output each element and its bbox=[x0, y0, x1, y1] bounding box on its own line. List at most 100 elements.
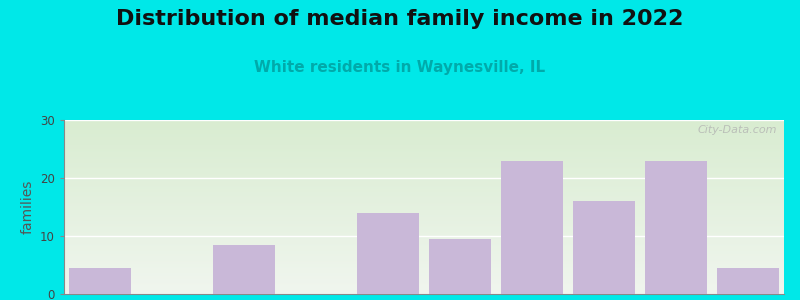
Bar bbox=[64, 136, 784, 137]
Bar bbox=[64, 167, 784, 168]
Bar bbox=[64, 229, 784, 230]
Bar bbox=[64, 180, 784, 181]
Bar bbox=[64, 191, 784, 192]
Bar bbox=[64, 171, 784, 172]
Bar bbox=[64, 208, 784, 209]
Bar bbox=[64, 194, 784, 195]
Bar bbox=[64, 250, 784, 251]
Bar bbox=[64, 255, 784, 256]
Bar bbox=[64, 245, 784, 246]
Bar bbox=[64, 160, 784, 161]
Bar bbox=[64, 158, 784, 159]
Bar bbox=[64, 147, 784, 148]
Bar bbox=[64, 163, 784, 164]
Bar bbox=[64, 179, 784, 180]
Bar bbox=[64, 239, 784, 240]
Bar bbox=[574, 201, 634, 294]
Bar bbox=[64, 219, 784, 220]
Bar bbox=[64, 148, 784, 149]
Bar bbox=[64, 129, 784, 130]
Bar bbox=[64, 135, 784, 136]
Bar bbox=[64, 123, 784, 124]
Bar bbox=[64, 263, 784, 264]
Bar bbox=[64, 289, 784, 290]
Bar bbox=[64, 190, 784, 191]
Bar bbox=[64, 280, 784, 281]
Bar bbox=[64, 146, 784, 147]
Bar bbox=[64, 177, 784, 178]
Bar bbox=[64, 222, 784, 223]
Bar bbox=[64, 159, 784, 160]
Bar bbox=[64, 257, 784, 258]
Text: City-Data.com: City-Data.com bbox=[698, 125, 777, 135]
Bar bbox=[64, 269, 784, 270]
Bar bbox=[64, 286, 784, 287]
Bar bbox=[64, 166, 784, 167]
Bar bbox=[64, 175, 784, 176]
Bar bbox=[64, 150, 784, 151]
Bar bbox=[64, 211, 784, 212]
Bar bbox=[64, 214, 784, 215]
Bar bbox=[64, 151, 784, 152]
Bar bbox=[64, 279, 784, 280]
Bar bbox=[64, 130, 784, 131]
Bar bbox=[64, 155, 784, 156]
Text: White residents in Waynesville, IL: White residents in Waynesville, IL bbox=[254, 60, 546, 75]
Bar bbox=[64, 127, 784, 128]
Bar bbox=[64, 232, 784, 233]
Bar bbox=[64, 201, 784, 202]
Bar bbox=[64, 243, 784, 244]
Bar bbox=[64, 120, 784, 121]
Bar bbox=[64, 287, 784, 288]
Bar bbox=[64, 121, 784, 122]
Bar bbox=[64, 161, 784, 162]
Bar bbox=[64, 281, 784, 282]
Bar bbox=[64, 202, 784, 203]
Bar bbox=[64, 224, 784, 225]
Bar bbox=[64, 290, 784, 291]
Bar bbox=[64, 200, 784, 201]
Bar bbox=[64, 195, 784, 196]
Bar bbox=[64, 193, 784, 194]
Bar bbox=[64, 139, 784, 140]
Bar bbox=[64, 235, 784, 236]
Bar bbox=[64, 228, 784, 229]
Bar bbox=[64, 209, 784, 210]
Bar bbox=[64, 128, 784, 129]
Bar bbox=[64, 241, 784, 242]
Bar bbox=[646, 160, 706, 294]
Bar bbox=[64, 187, 784, 188]
Bar bbox=[64, 154, 784, 155]
Bar bbox=[64, 142, 784, 143]
Bar bbox=[64, 192, 784, 193]
Bar bbox=[64, 153, 784, 154]
Bar bbox=[64, 261, 784, 262]
Bar bbox=[64, 274, 784, 275]
Bar bbox=[64, 203, 784, 204]
Bar bbox=[430, 239, 490, 294]
Bar bbox=[64, 176, 784, 177]
Bar bbox=[64, 169, 784, 170]
Bar bbox=[64, 143, 784, 144]
Bar bbox=[64, 291, 784, 292]
Bar bbox=[64, 251, 784, 252]
Bar bbox=[64, 276, 784, 277]
Bar bbox=[64, 145, 784, 146]
Bar bbox=[64, 198, 784, 199]
Bar bbox=[64, 218, 784, 219]
Bar bbox=[64, 133, 784, 134]
Bar bbox=[64, 152, 784, 153]
Bar bbox=[64, 131, 784, 132]
Bar bbox=[64, 288, 784, 289]
Bar bbox=[64, 181, 784, 182]
Bar bbox=[64, 186, 784, 187]
Bar bbox=[64, 230, 784, 231]
Bar bbox=[64, 264, 784, 265]
Bar bbox=[64, 164, 784, 165]
Bar bbox=[64, 138, 784, 139]
Bar bbox=[64, 221, 784, 222]
Bar bbox=[64, 134, 784, 135]
Bar bbox=[64, 184, 784, 185]
Bar bbox=[64, 242, 784, 243]
Bar bbox=[64, 217, 784, 218]
